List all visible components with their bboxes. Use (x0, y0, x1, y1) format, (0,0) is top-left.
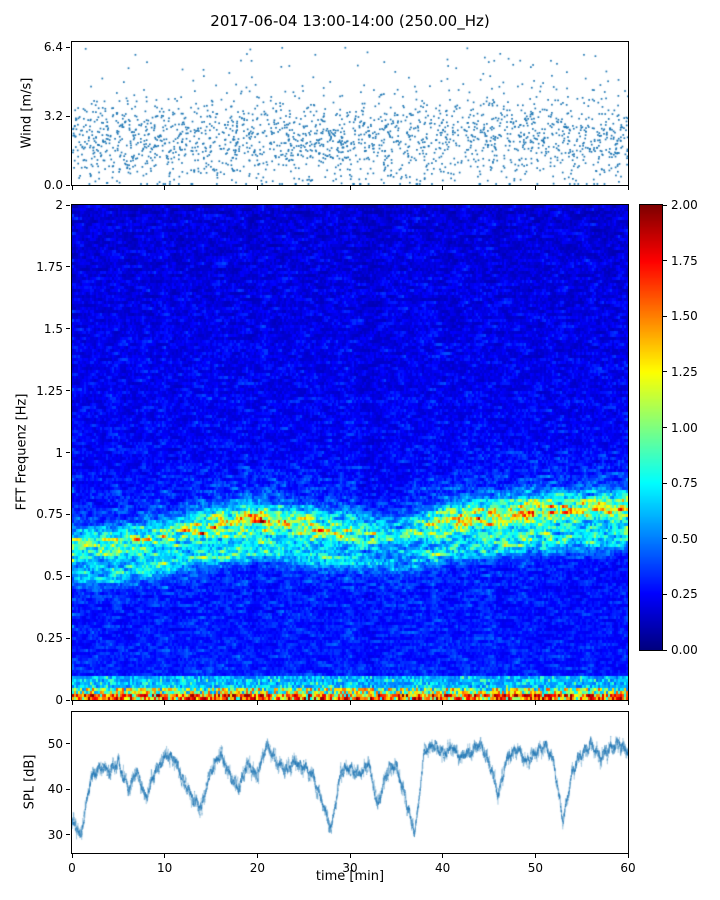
fft-y-axis-label: FFT Frequenz [Hz] (14, 393, 30, 511)
fft-spectrogram-ytick-mark (66, 575, 70, 577)
figure-title: 2017-06-04 13:00-14:00 (250.00_Hz) (210, 12, 490, 30)
spectrogram-heatmap (72, 205, 628, 700)
colorbar-tick-label: 1.50 (671, 309, 698, 324)
wind-y-axis-label: Wind [m/s] (19, 77, 35, 149)
fft-spectrogram-xtick-mark (349, 701, 351, 705)
spl-xtick-mark (256, 854, 258, 858)
fft-spectrogram-xtick-mark (534, 701, 536, 705)
colorbar-tick-mark (663, 260, 667, 262)
colorbar-tick-label: 0.25 (671, 587, 698, 602)
fft-spectrogram-ytick-mark (66, 513, 70, 515)
spl-line-plot (72, 712, 628, 853)
wind-speed-xtick-mark (349, 186, 351, 190)
spl-ytick-mark (66, 788, 70, 790)
wind-scatter-plot (72, 42, 628, 185)
wind-speed-ytick-mark (66, 115, 70, 117)
fft-spectrogram-ytick-mark (66, 204, 70, 206)
wind-speed-ytick-label: 3.2 (43, 109, 63, 124)
spl-xtick-mark (164, 854, 166, 858)
colorbar-tick-label: 0.00 (671, 643, 698, 657)
fft-spectrogram-ytick-label: 0.5 (43, 569, 63, 584)
wind-speed-xtick-mark (442, 186, 444, 190)
spl-xtick-mark (442, 854, 444, 858)
x-tick-label: 40 (435, 861, 451, 875)
x-tick-label: 10 (157, 861, 173, 875)
fft-spectrogram-xtick-mark (71, 701, 73, 705)
colorbar-tick-label: 0.75 (671, 476, 698, 491)
wind-speed-xtick-mark (71, 186, 73, 190)
fft-spectrogram-ytick-label: 0 (55, 693, 63, 707)
colorbar-tick-label: 1.25 (671, 364, 698, 379)
spl-ytick-mark (66, 834, 70, 836)
fft-spectrogram-xtick-mark (442, 701, 444, 705)
colorbar-tick-mark (663, 371, 667, 373)
spl-xtick-mark (534, 854, 536, 858)
fft-spectrogram-ytick-mark (66, 328, 70, 330)
colorbar-tick-mark (663, 593, 667, 595)
fft-spectrogram-ytick-label: 2 (55, 198, 63, 212)
fft-spectrogram-ytick-label: 1.75 (36, 259, 63, 274)
spl-xtick-mark (627, 854, 629, 858)
spl-axes (71, 711, 629, 854)
colorbar-tick-mark (663, 649, 667, 651)
x-tick-label: 20 (249, 861, 265, 875)
fft-spectrogram-ytick-mark (66, 266, 70, 268)
colorbar (640, 205, 662, 650)
fft-spectrogram-xtick-mark (627, 701, 629, 705)
colorbar-tick-label: 1.75 (671, 253, 698, 268)
wind-scatter-axes (71, 41, 629, 186)
x-axis-label: time [min] (315, 869, 385, 884)
fft-spectrogram-ytick-label: 0.75 (36, 507, 63, 522)
fft-spectrogram-ytick-mark (66, 637, 70, 639)
spl-y-axis-label: SPL [dB] (22, 754, 38, 810)
fft-spectrogram-ytick-mark (66, 699, 70, 701)
colorbar-tick-mark (663, 315, 667, 317)
colorbar-tick-label: 1.00 (671, 420, 698, 435)
spl-xtick-mark (349, 854, 351, 858)
fft-spectrogram-xtick-mark (164, 701, 166, 705)
x-tick-label: 0 (68, 861, 76, 875)
spl-ytick-label: 40 (47, 782, 63, 797)
wind-speed-ytick-mark (66, 184, 70, 186)
wind-speed-xtick-mark (627, 186, 629, 190)
colorbar-tick-mark (663, 204, 667, 206)
colorbar-tick-label: 0.50 (671, 531, 698, 546)
fft-spectrogram-ytick-mark (66, 390, 70, 392)
colorbar-tick-label: 2.00 (671, 198, 698, 212)
wind-speed-ytick-label: 6.4 (43, 40, 63, 55)
spl-xtick-mark (71, 854, 73, 858)
spl-ytick-label: 50 (47, 736, 63, 751)
colorbar-axes (639, 204, 663, 651)
wind-speed-ytick-mark (66, 46, 70, 48)
fft-spectrogram-ytick-label: 1.5 (43, 321, 63, 336)
colorbar-tick-mark (663, 482, 667, 484)
wind-speed-xtick-mark (164, 186, 166, 190)
x-tick-label: 30 (342, 861, 358, 875)
fft-spectrogram-ytick-label: 1.25 (36, 383, 63, 398)
fft-spectrogram-xtick-mark (256, 701, 258, 705)
spl-ytick-mark (66, 743, 70, 745)
wind-speed-ytick-label: 0.0 (43, 178, 63, 192)
spl-ytick-label: 30 (47, 827, 63, 842)
fft-spectrogram-ytick-mark (66, 452, 70, 453)
fft-spectrogram-ytick-label: 1 (55, 445, 63, 460)
x-tick-label: 50 (527, 861, 543, 875)
x-tick-label: 60 (620, 861, 636, 875)
spectrogram-axes (71, 204, 629, 701)
fft-spectrogram-ytick-label: 0.25 (36, 631, 63, 646)
colorbar-tick-mark (663, 427, 667, 428)
wind-speed-xtick-mark (256, 186, 258, 190)
wind-speed-xtick-mark (534, 186, 536, 190)
colorbar-tick-mark (663, 538, 667, 540)
